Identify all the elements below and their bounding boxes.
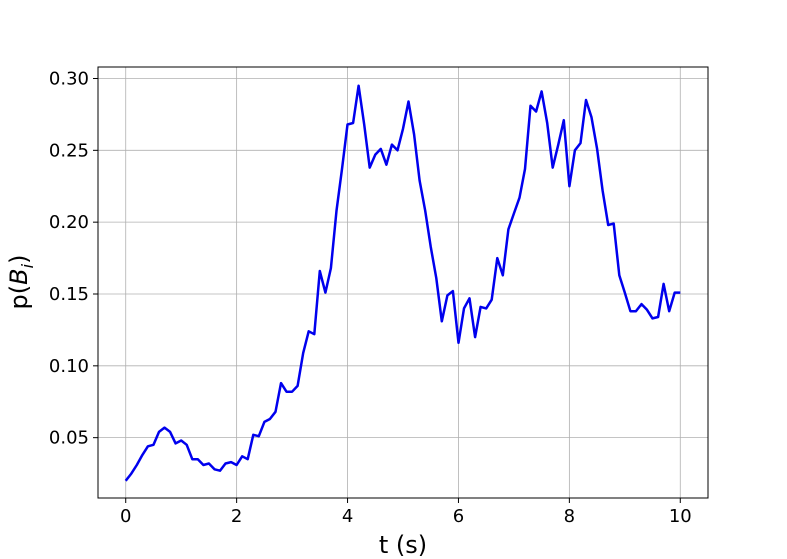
x-tick-label: 8: [564, 506, 575, 527]
series-layer: [124, 84, 681, 482]
series-line: [124, 84, 681, 482]
x-tick-label: 2: [231, 506, 242, 527]
x-tick-label: 10: [669, 506, 692, 527]
y-tick-label: 0.30: [49, 68, 89, 89]
y-tick-label: 0.25: [49, 140, 89, 161]
x-tick-label: 6: [453, 506, 464, 527]
ticks: 0 2 4 6 8 10 0.05 0.10 0.15 0.20 0.25 0.30: [49, 68, 692, 527]
x-axis-label: t (s): [379, 531, 427, 559]
y-tick-label: 0.10: [49, 356, 89, 377]
y-axis-label: p(Bi): [5, 255, 37, 310]
grid: [98, 67, 708, 498]
y-tick-label: 0.05: [49, 428, 89, 449]
plot-frame: [97, 66, 709, 499]
y-tick-label: 0.20: [49, 212, 89, 233]
x-tick-label: 0: [120, 506, 131, 527]
x-tick-label: 4: [342, 506, 353, 527]
y-tick-label: 0.15: [49, 284, 89, 305]
